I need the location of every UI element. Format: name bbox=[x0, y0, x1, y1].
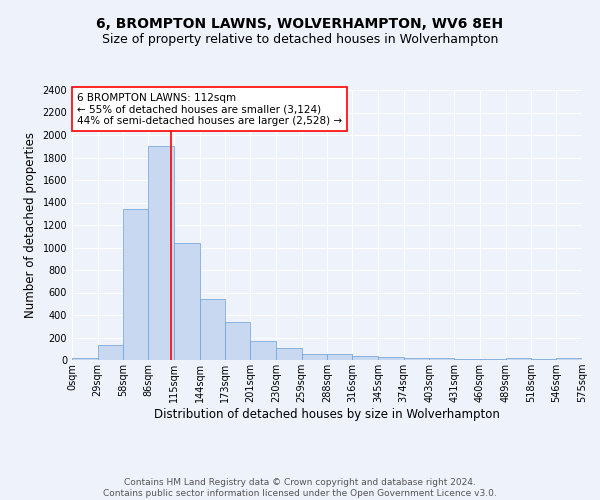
Text: 6 BROMPTON LAWNS: 112sqm
← 55% of detached houses are smaller (3,124)
44% of sem: 6 BROMPTON LAWNS: 112sqm ← 55% of detach… bbox=[77, 92, 342, 126]
Bar bbox=[72, 358, 98, 360]
Bar bbox=[328, 354, 352, 360]
Bar bbox=[378, 356, 404, 360]
Bar bbox=[556, 358, 582, 360]
Bar bbox=[148, 146, 174, 360]
Text: 6, BROMPTON LAWNS, WOLVERHAMPTON, WV6 8EH: 6, BROMPTON LAWNS, WOLVERHAMPTON, WV6 8E… bbox=[97, 18, 503, 32]
Bar bbox=[276, 348, 302, 360]
Bar bbox=[404, 358, 430, 360]
Bar bbox=[506, 358, 532, 360]
Bar bbox=[302, 354, 328, 360]
Bar bbox=[98, 346, 124, 360]
X-axis label: Distribution of detached houses by size in Wolverhampton: Distribution of detached houses by size … bbox=[154, 408, 500, 421]
Bar bbox=[226, 322, 250, 360]
Bar bbox=[174, 243, 200, 360]
Bar bbox=[124, 209, 148, 360]
Bar bbox=[200, 299, 226, 360]
Text: Size of property relative to detached houses in Wolverhampton: Size of property relative to detached ho… bbox=[102, 32, 498, 46]
Bar bbox=[352, 356, 378, 360]
Bar bbox=[430, 358, 454, 360]
Y-axis label: Number of detached properties: Number of detached properties bbox=[24, 132, 37, 318]
Bar bbox=[250, 341, 276, 360]
Text: Contains HM Land Registry data © Crown copyright and database right 2024.
Contai: Contains HM Land Registry data © Crown c… bbox=[103, 478, 497, 498]
Bar bbox=[454, 359, 480, 360]
